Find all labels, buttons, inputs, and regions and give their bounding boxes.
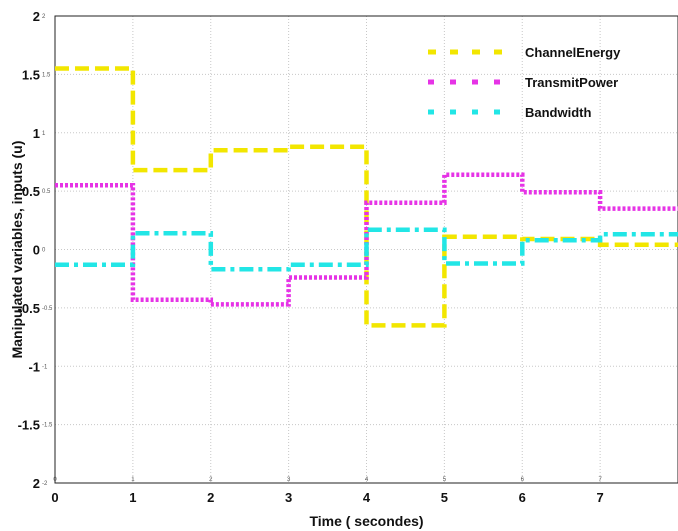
y-tick-minor-label: -1	[42, 364, 48, 370]
y-tick-minor-label: -2	[42, 481, 48, 487]
x-tick-label: 1	[129, 490, 136, 505]
y-axis-label: Manipulated variables, inputs (u)	[9, 141, 25, 359]
x-tick-label: 5	[441, 490, 448, 505]
y-tick-label: 2	[33, 476, 40, 491]
y-tick-label: 1.5	[22, 67, 40, 82]
plot-frame	[54, 15, 678, 484]
y-tick-minor-label: 1.5	[42, 72, 51, 78]
x-tick-label: 4	[363, 490, 371, 505]
y-tick-label: -1.5	[18, 418, 40, 433]
legend-item-channelenergy: ChannelEnergy	[428, 45, 621, 60]
y-tick-minor-label: 2	[42, 14, 46, 20]
x-tick-minor-label: 3	[287, 477, 291, 483]
y-tick-minor-label: -0.5	[42, 306, 53, 312]
x-tick-minor-label: 6	[521, 477, 525, 483]
series-line-bandwidth	[55, 227, 678, 272]
legend-label: ChannelEnergy	[525, 45, 621, 60]
series-line-transmitpower	[55, 172, 678, 307]
y-tick-minor-label: 0.5	[42, 189, 51, 195]
x-tick-minor-label: 1	[131, 477, 135, 483]
x-tick-label: 7	[597, 490, 604, 505]
y-tick-label: 1	[33, 126, 40, 141]
x-tick-label: 3	[285, 490, 292, 505]
legend-label: TransmitPower	[525, 75, 618, 90]
legend-item-transmitpower: TransmitPower	[428, 75, 618, 90]
x-tick-minor-label: 2	[209, 477, 213, 483]
x-axis-label: Time ( secondes)	[309, 513, 423, 529]
y-tick-minor-label: 1	[42, 131, 46, 137]
legend-item-bandwidth: Bandwidth	[428, 105, 591, 120]
y-tick-minor-label: -1.5	[42, 423, 53, 429]
series-layer	[55, 66, 678, 328]
x-tick-minor-label: 5	[443, 477, 447, 483]
x-tick-minor-label: 7	[598, 477, 602, 483]
x-tick-label: 6	[519, 490, 526, 505]
y-tick-label: -0.5	[18, 301, 40, 316]
y-tick-label: 0	[33, 243, 40, 258]
y-tick-label: -1	[28, 359, 40, 374]
x-tick-minor-label: 0	[53, 477, 57, 483]
x-tick-minor-label: 4	[365, 477, 369, 483]
y-tick-label: 0.5	[22, 184, 40, 199]
legend-label: Bandwidth	[525, 105, 591, 120]
x-tick-label: 0	[51, 490, 58, 505]
legend: ChannelEnergy TransmitPower Bandwidth	[428, 45, 621, 120]
y-tick-label: 2	[33, 9, 40, 24]
y-tick-minor-label: 0	[42, 248, 46, 254]
x-tick-label: 2	[207, 490, 214, 505]
